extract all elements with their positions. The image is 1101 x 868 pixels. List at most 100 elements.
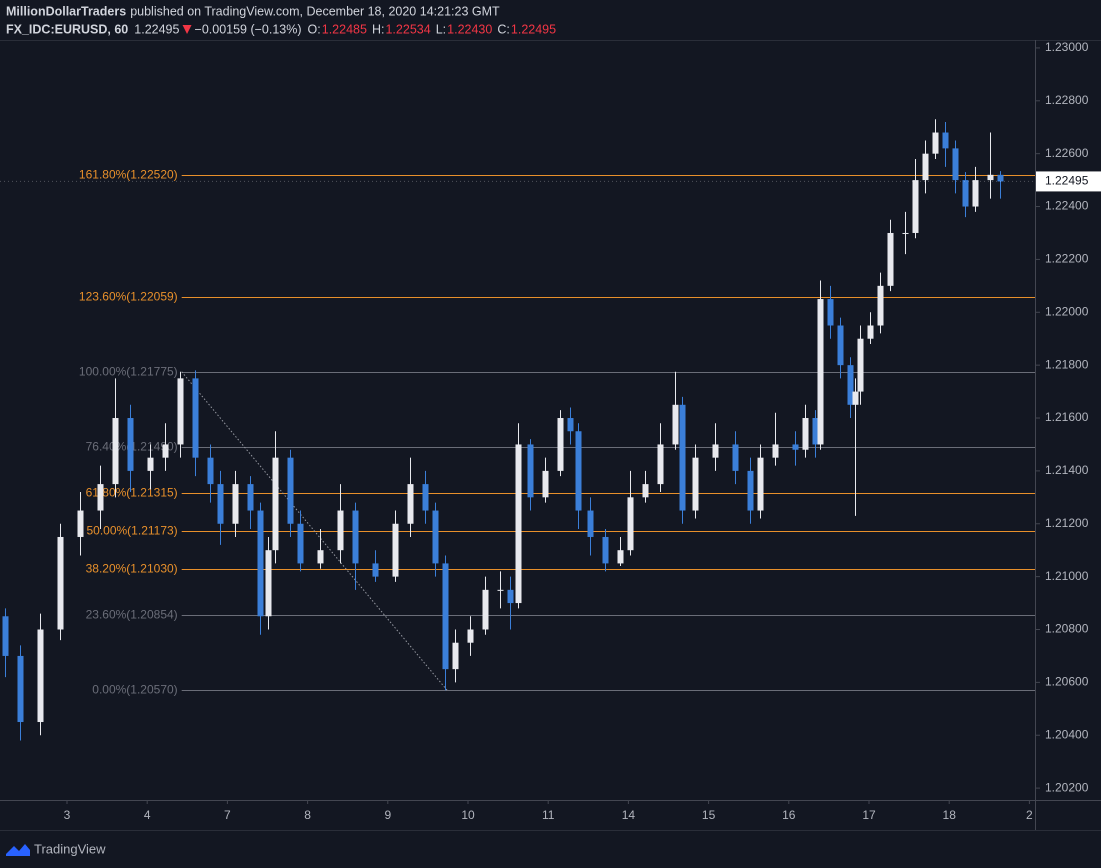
candle [337, 484, 344, 564]
y-tick-label: 1.22000 [1045, 304, 1089, 318]
candle [17, 645, 24, 741]
x-tick-label: 7 [224, 808, 231, 822]
candle [192, 370, 199, 477]
candle-body [507, 589, 514, 604]
ohlc-value: 1.22485 [322, 22, 367, 36]
x-tick-label: 8 [304, 808, 311, 822]
candle [467, 616, 474, 656]
candle-body [422, 484, 429, 511]
candle-body [497, 589, 504, 591]
candle [902, 211, 909, 255]
candle-body [442, 563, 449, 670]
candle [57, 523, 64, 641]
candle [287, 449, 294, 537]
candle-body [792, 444, 799, 450]
candle-body [177, 378, 184, 445]
candle-body [712, 444, 719, 458]
y-tick-label: 1.20800 [1045, 622, 1089, 636]
candle-body [852, 391, 859, 405]
last-price-box [1036, 171, 1101, 192]
candle-body [247, 484, 254, 511]
candle [877, 272, 884, 334]
trend-line [181, 371, 448, 691]
ohlc-value: 1.22430 [447, 22, 492, 36]
candle [2, 608, 9, 678]
y-tick-label: 1.21600 [1045, 410, 1089, 424]
candle [432, 502, 439, 577]
candle [317, 529, 324, 569]
candle [987, 132, 994, 199]
fib-label: 0.00%(1.20570) [92, 683, 177, 697]
candle [997, 171, 1004, 199]
y-tick-label: 1.21200 [1045, 516, 1089, 530]
candle-body [37, 629, 44, 723]
candle-body [587, 510, 594, 537]
candle [527, 439, 534, 511]
candle [392, 510, 399, 582]
candle-body [922, 153, 929, 181]
candle [657, 423, 664, 493]
candle-body [257, 510, 264, 617]
fib-label: 38.20%(1.21030) [86, 562, 178, 576]
x-tick-label: 4 [144, 808, 151, 822]
candle-body [162, 444, 169, 458]
fib-label: 50.00%(1.21173) [86, 524, 177, 538]
candle-body [287, 457, 294, 524]
candle-body [902, 232, 909, 234]
candle-body [962, 180, 969, 207]
logo [6, 844, 30, 856]
candle [812, 410, 819, 458]
candle-body [817, 299, 824, 445]
y-tick-label: 1.22200 [1045, 252, 1089, 266]
candle-body [337, 510, 344, 551]
candle-body [17, 655, 24, 723]
ohlc-label: L: [436, 22, 446, 36]
candle-body [192, 378, 199, 458]
candle-body [912, 180, 919, 233]
x-tick-label: 10 [461, 808, 475, 822]
candle [642, 470, 649, 503]
candle [922, 140, 929, 194]
candle [692, 444, 699, 519]
candle [802, 404, 809, 458]
candle [147, 444, 154, 490]
y-tick-label: 1.22800 [1045, 93, 1089, 107]
candle-body [812, 418, 819, 445]
candle-body [747, 470, 754, 511]
candle-body [952, 148, 959, 181]
y-tick-label: 1.23000 [1045, 40, 1089, 54]
candle [972, 166, 979, 212]
candle [265, 536, 272, 630]
x-tick-label: 11 [542, 808, 555, 822]
candle [452, 629, 459, 683]
candle [672, 371, 679, 450]
candle-body [557, 418, 564, 471]
candle-body [57, 536, 64, 630]
last-price-header: 1.22495 [134, 22, 179, 36]
candle-body [857, 338, 864, 392]
x-tick-label: 3 [64, 808, 71, 822]
x-tick-label: 14 [622, 808, 636, 822]
candle [177, 371, 184, 458]
candle-body [467, 629, 474, 643]
y-tick-label: 1.20600 [1045, 675, 1089, 689]
candle [515, 423, 522, 609]
candle [407, 457, 414, 537]
ohlc-value: 1.22495 [511, 22, 556, 36]
candle-body [217, 484, 224, 524]
candle-body [527, 444, 534, 498]
candle [112, 378, 119, 498]
candle [442, 555, 449, 691]
candle [837, 317, 844, 379]
candle [272, 431, 279, 564]
candle [567, 407, 574, 445]
candle-body [432, 510, 439, 564]
candle [932, 119, 939, 159]
fib-label: 100.00%(1.21775) [79, 365, 178, 379]
fib-label: 61.80%(1.21315) [86, 486, 178, 500]
candle [827, 285, 834, 339]
last-price-label: 1.22495 [1045, 174, 1089, 188]
candle-body [802, 418, 809, 450]
down-arrow [182, 25, 192, 34]
